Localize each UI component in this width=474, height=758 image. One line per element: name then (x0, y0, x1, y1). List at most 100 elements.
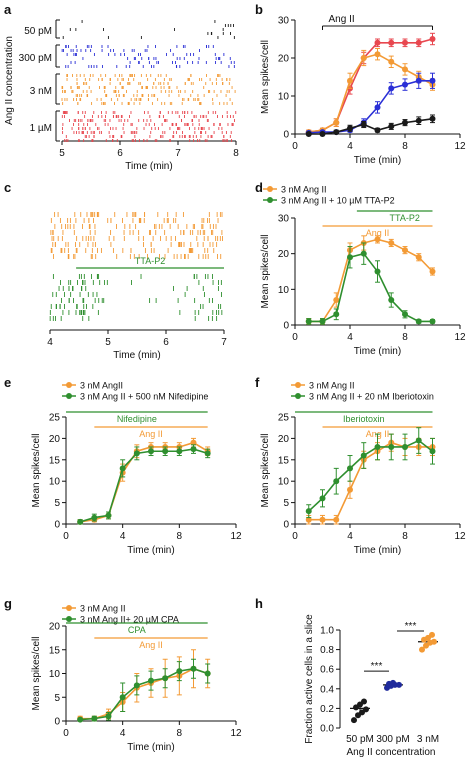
y-tick-label: 10 (49, 477, 61, 488)
y-axis-label: Ang II concentration (4, 36, 15, 125)
x-tick-label: 6 (117, 148, 123, 159)
data-point (204, 670, 211, 677)
y-tick-label: 25 (49, 413, 61, 424)
data-point (374, 443, 381, 450)
y-tick-label: 0.0 (320, 724, 334, 735)
y-axis-label: Mean spikes/cell (31, 637, 42, 711)
x-tick-label: 50 pM (346, 734, 374, 745)
data-point (347, 125, 353, 132)
y-tick-label: 0.8 (320, 645, 334, 656)
x-tick-label: 12 (230, 531, 242, 542)
data-point (119, 465, 126, 472)
data-point (190, 439, 197, 446)
data-point (402, 39, 408, 46)
series-line (308, 252, 433, 323)
drug-bar-label: Ang II (139, 640, 163, 650)
x-tick-label: 4 (120, 728, 126, 739)
data-point (133, 682, 140, 689)
legend-marker (66, 393, 72, 399)
x-tick-label: 12 (454, 332, 466, 343)
group-label: 50 pM (24, 26, 52, 37)
data-point (402, 443, 408, 450)
raster-a: 5 6 7 8 Time (min) 50 pM 300 pM 3 nM 1 µM Ang II … (4, 19, 239, 172)
data-point (388, 239, 395, 246)
x-tick-label: 12 (454, 141, 466, 152)
drug-bar-label: TTA-P2 (390, 213, 420, 223)
x-axis-label: Time (min) (354, 346, 401, 357)
y-tick-label: 20 (278, 249, 290, 260)
data-point (374, 51, 381, 58)
x-axis-label: Time (min) (125, 161, 172, 172)
data-point (429, 448, 436, 455)
x-tick-label: 8 (402, 332, 408, 343)
legend-entry: 3 nM AngII (80, 381, 123, 391)
x-tick-label: 0 (63, 531, 69, 542)
x-tick-label: 4 (120, 531, 126, 542)
data-point (415, 318, 422, 325)
data-point (319, 495, 326, 502)
legend-marker (66, 605, 72, 611)
line-chart-e: 0 4 8 12 0 5 10 15 20 25 Time (min) Mean spikes/cel… (31, 381, 242, 557)
data-point (148, 677, 154, 684)
x-tick-label: 8 (402, 141, 408, 152)
y-tick-label: 30 (278, 16, 290, 27)
data-point (374, 104, 381, 111)
y-tick-label: 10 (278, 477, 290, 488)
x-axis-label: Time (min) (113, 350, 160, 361)
data-point (305, 131, 312, 137)
data-point (347, 77, 353, 84)
legend-marker (267, 197, 273, 203)
series-line (308, 80, 433, 134)
legend-marker (66, 382, 72, 388)
x-tick-label: 8 (233, 148, 239, 159)
y-axis-label: Mean spikes/cell (260, 434, 271, 508)
x-tick-label: 5 (59, 148, 65, 159)
line-chart-b: 0 4 8 12 0 10 20 30 Time (min) Mean spikes/cell An… (260, 14, 466, 166)
data-point (388, 39, 395, 46)
series-line (308, 118, 433, 135)
panel-label-a: a (4, 2, 12, 17)
data-point (388, 85, 395, 92)
x-tick-label: 300 pM (376, 734, 409, 745)
x-tick-label: 7 (221, 337, 227, 348)
y-tick-label: 5 (283, 498, 289, 509)
data-point (105, 713, 112, 720)
data-point (402, 66, 408, 73)
series-line (308, 439, 433, 512)
significance-label: *** (405, 621, 417, 632)
legend-marker (267, 186, 273, 192)
y-tick-label: 0 (54, 520, 60, 531)
data-point (190, 446, 197, 453)
data-point (374, 268, 381, 275)
legend-entry: 3 nM Ang II (281, 185, 327, 195)
data-point (77, 716, 84, 723)
x-tick-label: 6 (163, 337, 169, 348)
y-tick-label: 25 (278, 413, 290, 424)
data-point (148, 448, 154, 455)
x-axis-label: Time (min) (127, 545, 174, 556)
data-point (333, 478, 340, 485)
treatment-label: Ang II (329, 14, 355, 25)
group-label: 300 pM (19, 53, 52, 64)
drug-bar-label: TTA-P2 (135, 256, 165, 266)
series-line (308, 238, 434, 323)
data-point (305, 516, 312, 523)
legend-entry: 3 nM Ang II + 20 nM Iberiotoxin (309, 392, 434, 402)
x-tick-label: 4 (347, 531, 353, 542)
data-point (176, 668, 183, 675)
y-tick-label: 10 (278, 92, 290, 103)
line-chart-d: 0 4 8 12 0 10 20 30 Time (min) Mean spikes/cell 3 … (260, 185, 466, 358)
data-point (333, 516, 340, 523)
data-point (429, 631, 435, 638)
y-tick-label: 0.4 (320, 684, 334, 695)
group-label: 1 µM (30, 123, 52, 134)
line-chart-f: 0 4 8 12 0 5 10 15 20 25 Time (min) Mean spikes/cel… (260, 381, 466, 557)
legend-marker (295, 393, 301, 399)
data-point (360, 121, 367, 128)
data-point (360, 55, 367, 61)
series-line (80, 667, 208, 720)
data-point (305, 318, 312, 325)
data-point (431, 638, 437, 645)
legend-entry: 3 nM Ang II (309, 381, 355, 391)
y-tick-label: 0 (283, 321, 289, 332)
